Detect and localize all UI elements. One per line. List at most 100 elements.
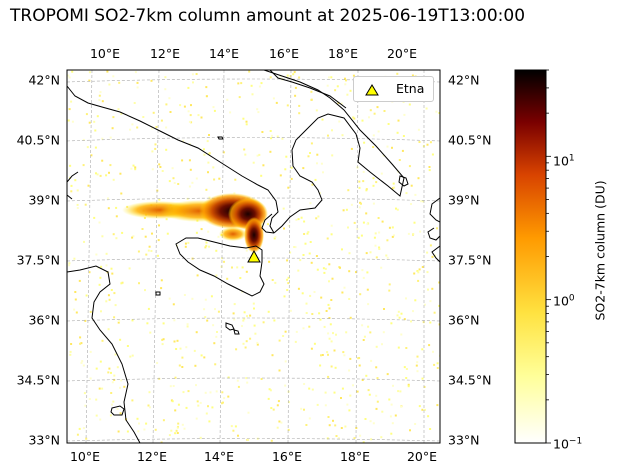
noise-pixel [134,168,137,171]
noise-pixel [69,353,72,356]
noise-pixel [343,354,346,357]
noise-pixel [132,164,135,167]
noise-pixel [110,267,113,270]
noise-pixel [336,85,339,88]
noise-pixel [285,155,288,158]
noise-pixel [300,407,303,410]
noise-pixel [154,143,157,146]
noise-pixel [205,95,208,98]
noise-pixel [419,230,422,233]
noise-pixel [82,138,85,141]
noise-pixel [303,233,306,235]
noise-pixel [348,409,351,412]
noise-pixel [88,121,91,124]
noise-pixel [205,241,208,244]
noise-pixel [433,363,436,366]
noise-pixel [332,332,334,335]
noise-pixel [309,152,311,154]
noise-pixel [421,408,424,411]
noise-pixel [319,318,322,321]
noise-pixel [290,177,293,180]
noise-pixel [73,308,76,311]
noise-pixel [68,262,71,265]
noise-pixel [313,342,316,345]
noise-pixel [326,351,329,354]
noise-pixel [400,405,403,408]
noise-pixel [234,425,237,428]
noise-pixel [182,391,185,394]
noise-pixel [200,116,203,119]
noise-pixel [239,277,242,279]
noise-pixel [151,168,154,171]
noise-pixel [151,127,154,130]
noise-pixel [293,246,296,248]
noise-pixel [246,381,249,384]
noise-pixel [98,94,101,97]
legend-entry-label: Etna [396,81,425,96]
noise-pixel [363,141,366,144]
noise-pixel [328,280,330,283]
noise-pixel [199,401,202,404]
noise-pixel [176,339,179,342]
noise-pixel [160,287,163,290]
noise-pixel [349,394,352,397]
noise-pixel [172,303,175,306]
noise-pixel [381,220,384,223]
noise-pixel [188,185,191,188]
noise-pixel [253,324,256,327]
noise-pixel [95,253,98,256]
lon-tick-bottom: 16°E [271,449,303,464]
noise-pixel [383,308,385,310]
noise-pixel [431,153,434,156]
noise-pixel [388,283,391,286]
noise-pixel [162,322,165,325]
noise-pixel [361,119,364,122]
noise-pixel [119,172,122,175]
noise-pixel [328,317,331,319]
noise-pixel [306,232,309,235]
noise-pixel [249,314,252,317]
noise-pixel [400,333,403,336]
noise-pixel [272,408,275,411]
noise-pixel [193,349,196,352]
noise-pixel [123,385,126,388]
noise-pixel [341,387,344,390]
noise-pixel [279,75,282,78]
noise-pixel [346,403,349,406]
noise-pixel [397,310,400,313]
noise-pixel [362,221,365,224]
colorbar-tick-1e-1: 10−1 [553,436,583,452]
noise-pixel [112,75,115,78]
noise-pixel [98,387,101,390]
noise-pixel [331,154,334,157]
noise-pixel [183,427,186,430]
noise-pixel [76,433,79,436]
noise-pixel [367,389,370,392]
noise-pixel [408,165,411,168]
noise-pixel [89,377,92,380]
noise-pixel [82,164,85,167]
noise-pixel [324,404,327,407]
noise-pixel [286,74,289,77]
noise-pixel [295,218,298,221]
noise-pixel [84,203,87,206]
noise-pixel [181,423,184,426]
noise-pixel [149,406,151,409]
lon-tick-top: 20°E [386,46,418,61]
noise-pixel [385,254,388,257]
noise-pixel [243,311,246,314]
noise-pixel [392,182,395,185]
noise-pixel [237,385,240,388]
noise-pixel [108,367,111,370]
noise-pixel [327,353,329,356]
noise-pixel [86,146,89,149]
noise-pixel [298,112,301,115]
noise-pixel [331,129,333,132]
noise-pixel [206,140,209,143]
noise-pixel [81,360,84,363]
noise-pixel [279,174,282,177]
noise-pixel [390,432,393,435]
noise-pixel [114,353,117,356]
noise-pixel [227,376,230,379]
noise-pixel [195,384,197,387]
